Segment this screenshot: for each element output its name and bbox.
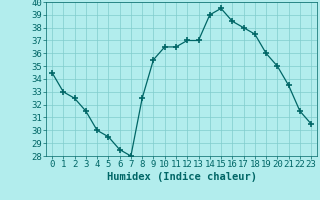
X-axis label: Humidex (Indice chaleur): Humidex (Indice chaleur) (107, 172, 257, 182)
